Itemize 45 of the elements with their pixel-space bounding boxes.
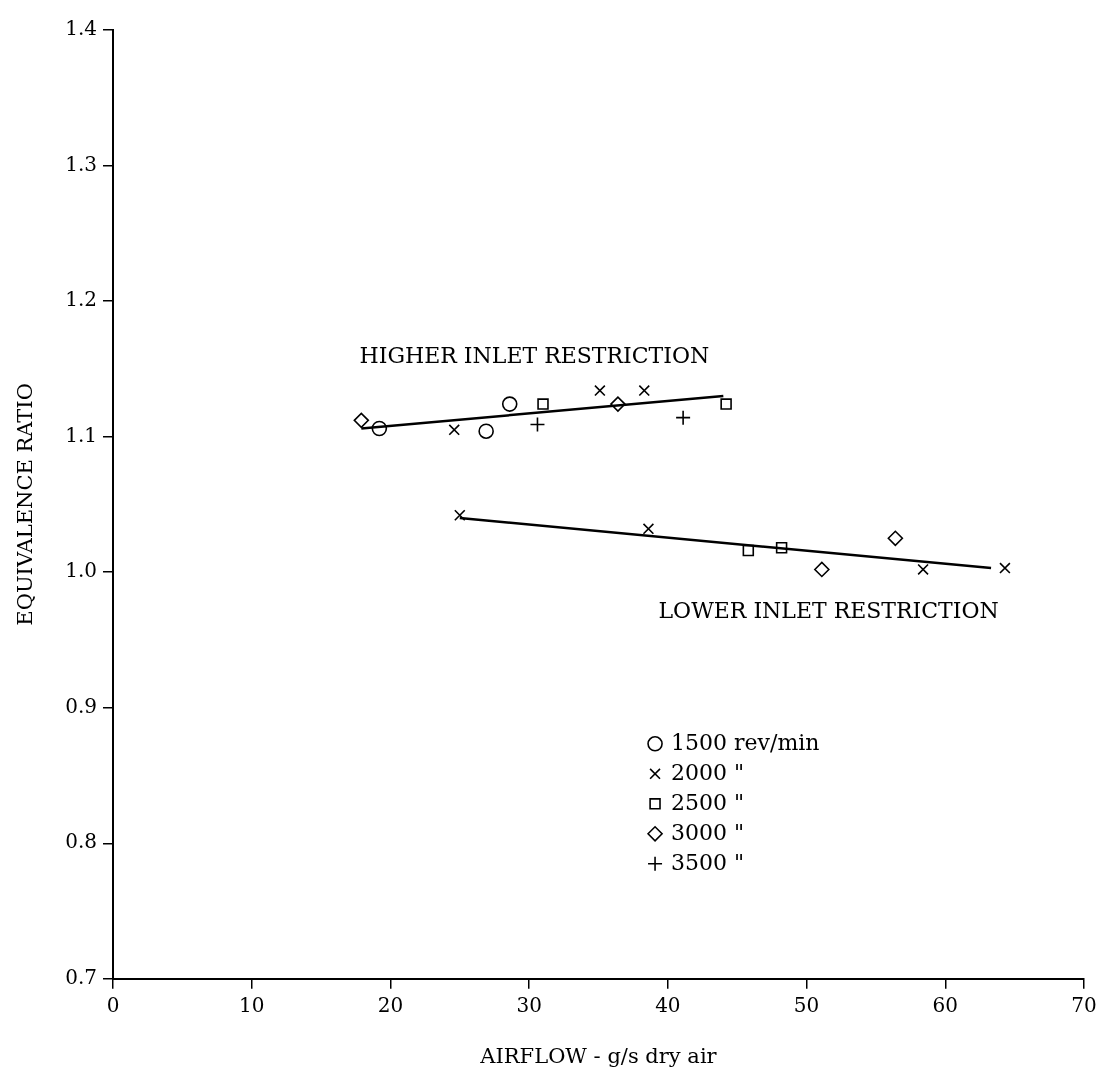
y-tick-label: 0.8 <box>65 829 98 854</box>
y-tick-label: 1.1 <box>65 422 98 447</box>
x-tick-label: 60 <box>932 993 959 1017</box>
point <box>501 396 518 412</box>
legend-label: 2500 " <box>671 789 745 815</box>
point <box>537 398 549 410</box>
x-tick-label: 40 <box>655 993 681 1017</box>
point <box>917 563 929 576</box>
point <box>720 398 732 410</box>
legend-label: 3500 " <box>671 849 745 875</box>
point <box>529 416 546 433</box>
y-tick-label: 0.9 <box>65 693 98 718</box>
point <box>887 530 904 547</box>
x-tick-label: 20 <box>377 993 404 1017</box>
legend-label: 3000 " <box>671 819 745 845</box>
point <box>814 561 830 578</box>
point <box>999 562 1011 574</box>
point <box>371 420 388 437</box>
point <box>775 542 788 554</box>
x-axis-title: AIRFLOW - g/s dry air <box>479 1043 718 1068</box>
x-tick-label: 70 <box>1071 993 1097 1017</box>
point <box>638 384 651 397</box>
point <box>642 523 655 535</box>
y-tick-label: 0.7 <box>65 965 98 989</box>
y-tick-label: 1.2 <box>65 287 98 312</box>
x-tick-label: 30 <box>516 993 542 1017</box>
point <box>742 544 755 557</box>
point <box>448 424 460 436</box>
x-tick-label: 50 <box>793 993 820 1017</box>
y-tick-label: 1.0 <box>65 558 98 583</box>
point <box>478 423 494 440</box>
annotation: HIGHER INLET RESTRICTION <box>359 343 710 369</box>
point <box>675 409 691 426</box>
point <box>353 412 370 429</box>
x-tick-label: 0 <box>106 993 120 1017</box>
y-tick-label: 1.3 <box>65 151 98 176</box>
legend-label: 1500 rev/min <box>671 729 820 755</box>
point <box>454 509 466 521</box>
y-axis-title: EQUIVALENCE RATIO <box>13 383 38 626</box>
annotation: LOWER INLET RESTRICTION <box>658 598 999 624</box>
x-tick-label: 10 <box>238 993 265 1017</box>
y-tick-label: 1.4 <box>65 16 98 41</box>
point <box>610 396 626 412</box>
point <box>594 384 606 397</box>
legend-label: 2000 " <box>671 759 745 785</box>
